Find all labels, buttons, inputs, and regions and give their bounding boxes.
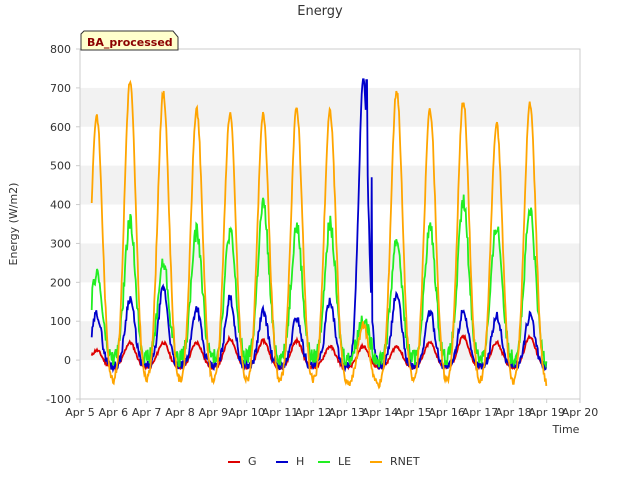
legend-label: LE (338, 455, 351, 468)
legend-item-rnet: RNET (370, 455, 420, 468)
y-tick-label: 200 (50, 276, 71, 289)
y-tick-label: 0 (64, 354, 71, 367)
series-line-rnet (90, 79, 548, 390)
y-tick-label: 300 (50, 237, 71, 250)
legend-label: RNET (390, 455, 420, 468)
plot-frame (79, 48, 581, 400)
series-line-g (90, 334, 548, 372)
y-tick-label: -100 (46, 393, 71, 406)
y-axis-label: Energy (W/m2) (7, 183, 20, 266)
x-tick-label: Apr 11 (262, 406, 299, 419)
legend-item-g: G (228, 455, 257, 468)
grid-band (80, 165, 580, 205)
y-tick-label: 400 (50, 199, 71, 212)
legend-label: H (296, 455, 304, 468)
y-axis-ticks: -100 0 100 200 300 400 500 600 700 800 (46, 43, 80, 406)
legend: G H LE RNET (228, 455, 420, 468)
x-tick-label: Apr 20 (562, 406, 599, 419)
x-tick-label: Apr 13 (328, 406, 365, 419)
chart-title: Energy (297, 4, 343, 19)
annotation-tag: BA_processed (80, 30, 179, 51)
x-tick-label: Apr 15 (395, 406, 432, 419)
x-tick-label: Apr 19 (528, 406, 565, 419)
legend-label: G (248, 455, 257, 468)
x-tick-label: Apr 8 (165, 406, 195, 419)
x-axis-label: Time (552, 423, 580, 436)
x-tick-label: Apr 17 (462, 406, 499, 419)
series-line-h (90, 78, 548, 374)
series-layer (90, 78, 548, 390)
grid-band (80, 321, 580, 361)
x-tick-label: Apr 7 (132, 406, 162, 419)
y-tick-label: 600 (50, 121, 71, 134)
x-tick-label: Apr 9 (199, 406, 229, 419)
grid-band (80, 87, 580, 127)
x-tick-label: Apr 10 (228, 406, 265, 419)
grid-bands (80, 87, 580, 361)
y-tick-label: 800 (50, 43, 71, 56)
legend-item-le: LE (318, 455, 351, 468)
x-tick-label: Apr 18 (495, 406, 532, 419)
legend-item-h: H (276, 455, 304, 468)
y-tick-label: 500 (50, 160, 71, 173)
y-tick-label: 700 (50, 82, 71, 95)
x-tick-label: Apr 5 (65, 406, 95, 419)
x-tick-label: Apr 6 (99, 406, 129, 419)
x-tick-label: Apr 14 (362, 406, 399, 419)
y-tick-label: 100 (50, 315, 71, 328)
x-tick-label: Apr 12 (295, 406, 332, 419)
x-tick-label: Apr 16 (428, 406, 465, 419)
annotation-text: BA_processed (87, 36, 173, 49)
